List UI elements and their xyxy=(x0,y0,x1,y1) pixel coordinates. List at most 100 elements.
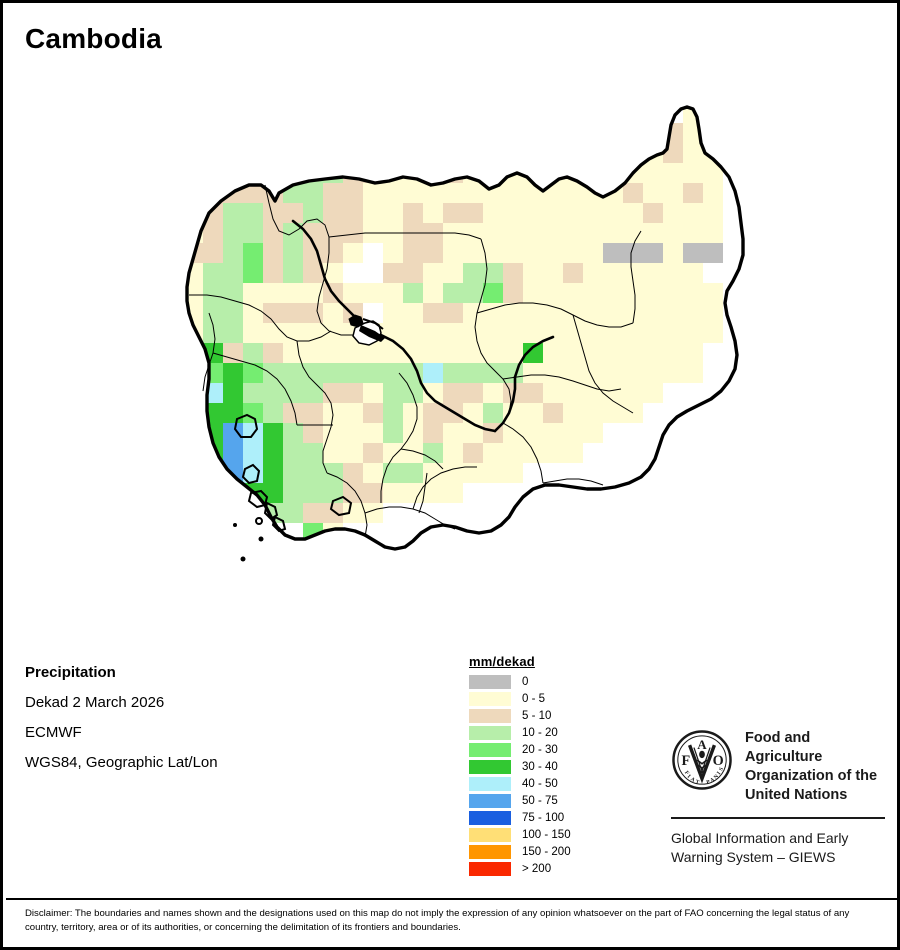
raster-cell xyxy=(483,343,503,363)
legend-item: 0 - 5 xyxy=(469,690,571,707)
raster-cell xyxy=(503,203,523,223)
raster-cell xyxy=(223,403,243,423)
legend-label: 150 - 200 xyxy=(522,845,571,858)
raster-cell xyxy=(343,343,363,363)
raster-cell xyxy=(463,343,483,363)
raster-cell xyxy=(643,283,663,303)
raster-cell xyxy=(403,463,423,483)
raster-cell xyxy=(443,383,463,403)
raster-cell xyxy=(463,303,483,323)
raster-cell xyxy=(623,203,643,223)
raster-cell xyxy=(243,323,263,343)
raster-cell xyxy=(263,143,283,163)
raster-cell xyxy=(303,143,323,163)
raster-cell xyxy=(443,263,463,283)
legend-swatch xyxy=(469,742,511,757)
fao-org-line-2: Organization of the xyxy=(745,768,878,784)
raster-cell xyxy=(503,423,523,443)
raster-cell xyxy=(463,183,483,203)
raster-cell xyxy=(383,143,403,163)
raster-cell xyxy=(643,223,663,243)
raster-cell xyxy=(243,223,263,243)
raster-cell xyxy=(463,443,483,463)
raster-cell xyxy=(283,363,303,383)
raster-cell xyxy=(203,503,223,523)
raster-cell xyxy=(343,143,363,163)
fao-org-line-3: United Nations xyxy=(745,787,848,803)
raster-cell xyxy=(583,123,603,143)
raster-cell xyxy=(343,203,363,223)
raster-cell xyxy=(283,503,303,523)
raster-cell xyxy=(343,483,363,503)
raster-cell xyxy=(303,463,323,483)
raster-cell xyxy=(583,423,603,443)
raster-cell xyxy=(603,343,623,363)
raster-cell xyxy=(463,223,483,243)
raster-cell xyxy=(303,283,323,303)
raster-cell xyxy=(583,223,603,243)
raster-cell xyxy=(423,363,443,383)
raster-cell xyxy=(303,343,323,363)
raster-cell xyxy=(223,483,243,503)
raster-cell xyxy=(583,143,603,163)
raster-cell xyxy=(583,403,603,423)
raster-cell xyxy=(443,443,463,463)
raster-cell xyxy=(623,263,643,283)
precipitation-map[interactable] xyxy=(3,73,897,613)
raster-cell xyxy=(383,423,403,443)
raster-cell xyxy=(543,263,563,283)
raster-cell xyxy=(323,223,343,243)
svg-text:A: A xyxy=(689,776,696,783)
raster-cell xyxy=(483,463,503,483)
raster-cell xyxy=(503,403,523,423)
raster-cell xyxy=(643,123,663,143)
raster-cell xyxy=(303,203,323,223)
raster-cell xyxy=(563,263,583,283)
legend-swatch xyxy=(469,759,511,774)
raster-cell xyxy=(563,123,583,143)
raster-cell xyxy=(323,463,343,483)
raster-cell xyxy=(403,203,423,223)
raster-cell xyxy=(343,363,363,383)
raster-cell xyxy=(223,263,243,283)
raster-cell xyxy=(423,383,443,403)
svg-text:P: P xyxy=(706,779,712,786)
raster-cell xyxy=(603,123,623,143)
raster-cell xyxy=(403,443,423,463)
raster-cell xyxy=(403,403,423,423)
raster-cell xyxy=(423,143,443,163)
raster-cell xyxy=(423,283,443,303)
raster-cell xyxy=(223,383,243,403)
raster-cell xyxy=(423,163,443,183)
raster-cell xyxy=(583,323,603,343)
legend-item: 50 - 75 xyxy=(469,792,571,809)
raster-cell xyxy=(523,403,543,423)
raster-cell xyxy=(223,343,243,363)
raster-cell xyxy=(503,183,523,203)
raster-cell xyxy=(223,163,243,183)
legend-item: 0 xyxy=(469,673,571,690)
legend-swatch xyxy=(469,708,511,723)
raster-cell xyxy=(243,383,263,403)
raster-cell xyxy=(463,463,483,483)
raster-cell xyxy=(323,243,343,263)
raster-cell xyxy=(703,183,723,203)
raster-cell xyxy=(203,283,223,303)
raster-cell xyxy=(223,203,243,223)
raster-cell xyxy=(643,363,663,383)
legend-label: 50 - 75 xyxy=(522,794,558,807)
legend: mm/dekad 0 0 - 5 5 - 10 10 - 20 20 - 30 30 - … xyxy=(469,654,571,877)
raster-cell xyxy=(187,263,203,283)
raster-cell xyxy=(323,303,343,323)
giews-line-2: Warning System – GIEWS xyxy=(671,849,836,865)
raster-cell xyxy=(703,323,723,343)
raster-cell xyxy=(363,303,383,323)
raster-cell xyxy=(483,223,503,243)
raster-cell xyxy=(483,203,503,223)
raster-cell xyxy=(623,243,643,263)
svg-text:S: S xyxy=(718,767,725,772)
raster-cell xyxy=(263,323,283,343)
raster-cell xyxy=(363,503,383,523)
raster-cell xyxy=(323,523,343,543)
raster-cell xyxy=(187,203,203,223)
